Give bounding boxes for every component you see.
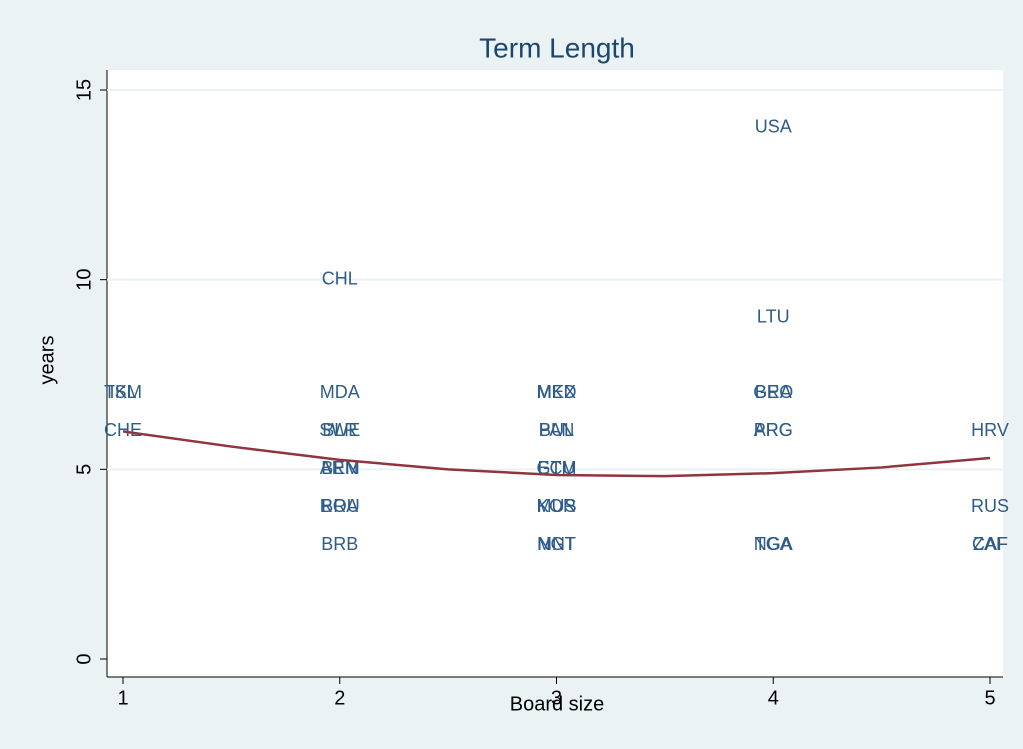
x-tick-label: 1 (117, 687, 128, 709)
point-label: MUS (537, 496, 577, 516)
point-label: KOR (537, 496, 576, 516)
point-label: MKD (537, 382, 577, 402)
point-label: ROU (320, 496, 360, 516)
point-label: GTM (537, 458, 577, 478)
x-tick-label: 3 (551, 687, 562, 709)
x-tick-label: 5 (984, 687, 995, 709)
point-label: SWE (319, 420, 360, 440)
x-axis-label: Board size (510, 693, 605, 715)
point-label: USA (755, 117, 792, 137)
x-tick-label: 2 (334, 687, 345, 709)
point-label: BRA (755, 382, 792, 402)
point-label: RUS (971, 496, 1009, 516)
point-label: MEX (537, 382, 576, 402)
point-label: BRA (321, 496, 358, 516)
y-tick-label: 10 (73, 269, 95, 291)
plot-area (107, 70, 1003, 677)
point-label: BLR (322, 420, 357, 440)
point-label: CHL (322, 268, 358, 288)
point-label: PAN (539, 420, 575, 440)
point-label: ISL (109, 382, 136, 402)
x-tick-label: 4 (768, 687, 779, 709)
point-label: LTU (757, 306, 790, 326)
point-label: TGA (755, 534, 792, 554)
point-label: BUL (539, 420, 574, 440)
y-axis-label: years (36, 336, 58, 385)
point-label: BRB (321, 534, 358, 554)
y-tick-label: 0 (73, 653, 95, 664)
point-label: BEN (321, 458, 358, 478)
point-label: ECU (537, 458, 575, 478)
point-label: CHE (104, 420, 142, 440)
point-label: NGA (754, 534, 793, 554)
y-tick-label: 15 (73, 79, 95, 101)
point-label: GEO (753, 382, 793, 402)
fit-line (122, 430, 991, 478)
point-label: MNT (537, 534, 576, 554)
point-label: ZAF (973, 534, 1007, 554)
point-label: TKM (104, 382, 142, 402)
point-label: ARM (320, 458, 360, 478)
point-label: NGT (538, 534, 576, 554)
point-label: HRV (971, 420, 1009, 440)
point-label: MDA (320, 382, 360, 402)
point-label: ARG (754, 420, 793, 440)
chart-title: Term Length (479, 32, 635, 63)
point-label: PRG (754, 420, 793, 440)
point-label: CAF (972, 534, 1008, 554)
y-tick-label: 5 (73, 464, 95, 475)
